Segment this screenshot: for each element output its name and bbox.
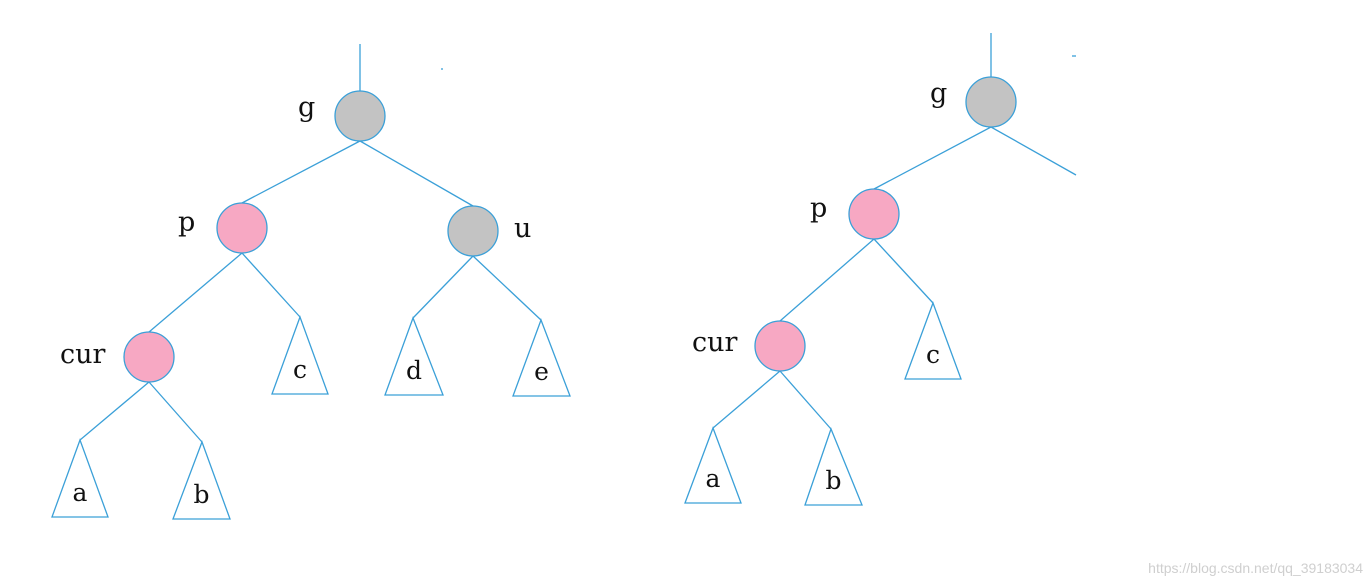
diagram1-edge [359,140,474,207]
diagram2-edge [990,126,1077,176]
diagram1-edge [241,140,361,204]
diagram1-subtree-c-label: c [293,355,307,384]
diagram1-node-p-label: p [178,207,195,238]
diagram1-subtree-b-label: b [193,480,209,509]
watermark: https://blog.csdn.net/qq_39183034 [1148,560,1363,576]
diagram2-node-p [848,188,900,240]
diagram2-edge [779,370,832,430]
diagram1-node-g [334,90,386,142]
diagram2-subtree-a-triangle [684,426,742,504]
diagram2-subtree-b-label: b [825,466,841,495]
diagram1-node-cur [123,331,175,383]
diagram2-subtree-c-triangle [904,301,962,380]
diagram1-subtree-a-triangle [51,438,109,518]
diagram1-subtree-a-label: a [73,478,88,507]
diagram1-edge [472,255,542,321]
diagram2-edge [873,126,992,190]
diagram2-subtree-b-triangle [804,427,863,506]
diagram2-node-p-label: p [810,193,827,224]
diagram2-node-cur [754,320,806,372]
diagram1-node-g-label: g [298,92,315,123]
diagram1-subtree-e-label: e [534,357,549,386]
diagram1-subtree-d-triangle [384,316,444,396]
diagram1-edge [148,252,243,333]
diagram1-edge [148,381,203,443]
diagram1-node-p [216,202,268,254]
diagram1-node-u-label: u [514,213,531,244]
diagram2-node-cur-label: cur [692,327,738,358]
diagram2-node-g [965,76,1017,128]
diagram2-edge [779,238,875,322]
diagram1-node-cur-label: cur [60,339,106,370]
diagram1-node-u [447,205,499,257]
diagram2-node-g-label: g [930,78,947,109]
diagram1-edge [241,252,301,318]
diagram1-subtree-e-triangle [512,318,571,397]
diagram1-subtree-b-triangle [172,440,231,520]
diagram1-edge [412,255,474,319]
diagram2-subtree-c-label: c [926,340,940,369]
diagram2-edge [712,370,781,429]
diagram2-subtree-a-label: a [706,464,721,493]
diagram1-subtree-d-label: d [406,356,422,385]
diagram1-edge [79,381,150,441]
diagram1-subtree-c-triangle [271,315,329,395]
diagram2-edge [873,238,934,304]
